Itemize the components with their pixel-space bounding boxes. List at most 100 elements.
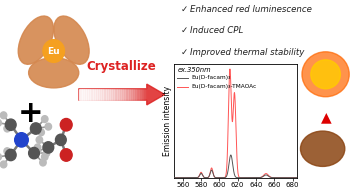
Bar [82,89,83,100]
Bar [104,89,105,100]
Text: Eu(D-facam)₃-TMAOAc: Eu(D-facam)₃-TMAOAc [191,84,256,89]
Bar [103,89,104,100]
Bar [119,89,120,100]
Bar [130,89,131,100]
Circle shape [61,149,72,161]
Bar [118,89,119,100]
Bar [137,89,138,100]
Bar [97,89,98,100]
Bar [133,89,134,100]
Bar [136,89,137,100]
Ellipse shape [302,52,349,97]
Bar [132,89,133,100]
Bar [112,89,113,100]
Circle shape [42,153,48,160]
Text: ✓: ✓ [181,5,194,14]
Circle shape [0,161,7,168]
Bar [127,89,128,100]
Bar [101,89,102,100]
Bar [111,89,112,100]
Bar [87,89,88,100]
Bar [96,89,97,100]
Bar [126,89,127,100]
Bar [139,89,140,100]
Bar [143,89,144,100]
Ellipse shape [311,60,340,89]
Bar [81,89,82,100]
Bar [129,89,130,100]
Bar [85,89,86,100]
Circle shape [0,112,7,119]
Bar [121,89,122,100]
Circle shape [15,133,28,147]
Text: Improved thermal stability: Improved thermal stability [190,48,304,57]
Ellipse shape [29,58,79,88]
Circle shape [43,142,54,153]
Text: ✓: ✓ [181,48,194,57]
Circle shape [45,123,52,130]
Circle shape [38,129,44,136]
Bar [131,89,132,100]
Circle shape [29,147,39,159]
Circle shape [0,119,1,126]
Bar [79,89,80,100]
Bar [124,89,125,100]
Bar [89,89,90,100]
Ellipse shape [18,16,53,64]
Bar [109,89,110,100]
Circle shape [5,119,16,130]
Bar [108,89,109,100]
Circle shape [4,148,10,155]
Circle shape [0,153,1,160]
Circle shape [4,125,10,132]
Text: +: + [18,99,43,128]
Bar [120,89,121,100]
Bar [114,89,115,100]
Y-axis label: Emission intensity: Emission intensity [163,86,172,156]
Bar [144,89,145,100]
Bar [107,89,108,100]
Circle shape [43,150,50,156]
Ellipse shape [300,131,345,167]
Text: Induced CPL: Induced CPL [190,26,243,36]
Bar [105,89,106,100]
Ellipse shape [54,16,89,64]
Bar [134,89,135,100]
Text: Crystallize: Crystallize [87,60,156,73]
Bar [110,89,111,100]
Bar [123,89,124,100]
Bar [94,89,95,100]
Bar [122,89,123,100]
FancyArrow shape [79,84,165,105]
Bar [106,89,107,100]
Bar [91,89,92,100]
Circle shape [55,134,66,146]
Text: ▲: ▲ [321,111,332,125]
Bar [100,89,101,100]
Bar [86,89,87,100]
Bar [128,89,129,100]
Text: Enhanced red luminescence: Enhanced red luminescence [190,5,311,14]
Circle shape [42,116,48,122]
Bar [146,89,147,100]
Circle shape [5,149,16,161]
Circle shape [61,119,72,131]
Text: ✓: ✓ [181,26,194,36]
Bar [80,89,81,100]
Text: ex.350nm: ex.350nm [177,67,211,73]
Bar [95,89,96,100]
Bar [98,89,99,100]
Bar [116,89,117,100]
Circle shape [30,123,41,134]
Bar [117,89,118,100]
Bar [141,89,142,100]
Bar [84,89,85,100]
Bar [140,89,141,100]
Text: Eu: Eu [47,46,60,56]
Bar [99,89,100,100]
Circle shape [34,144,41,151]
Circle shape [36,136,43,143]
Bar [93,89,94,100]
Bar [102,89,103,100]
Bar [83,89,84,100]
